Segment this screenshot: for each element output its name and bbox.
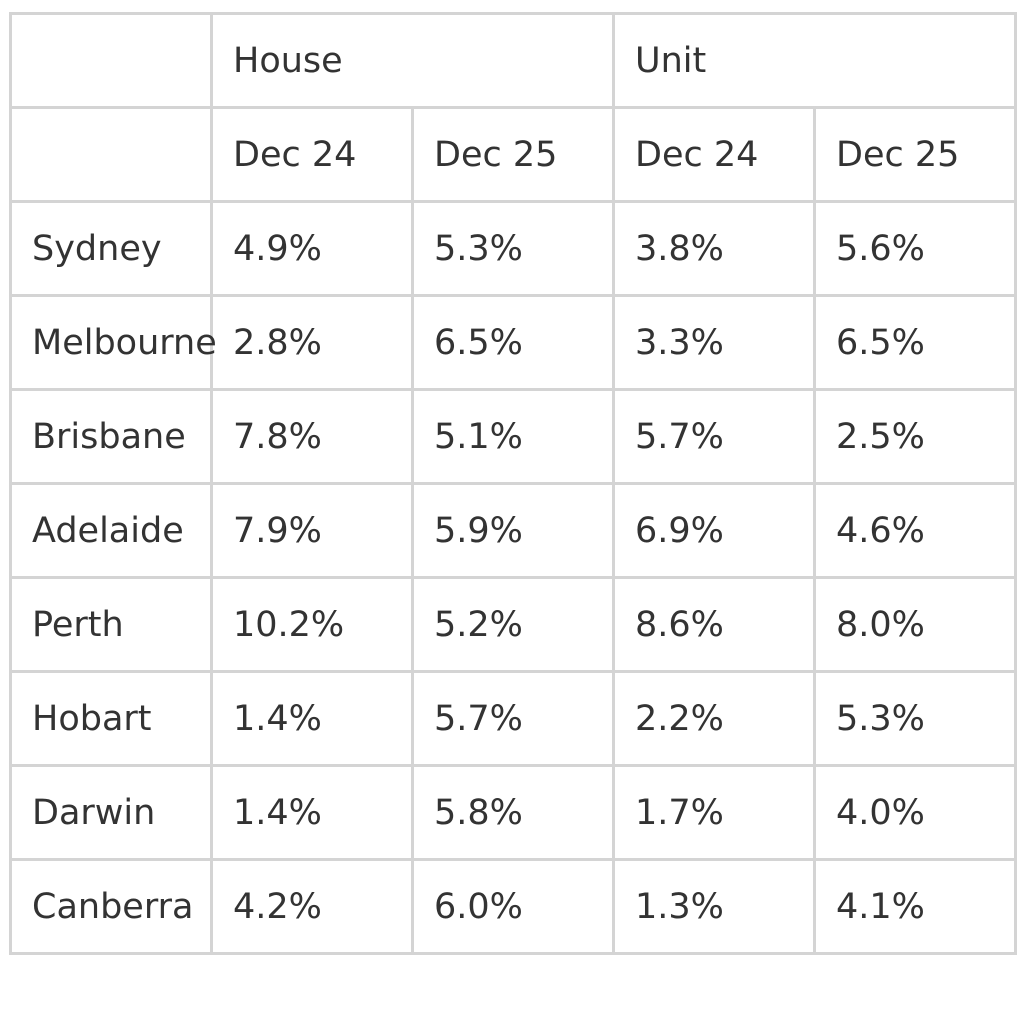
value-cell: 7.8% xyxy=(210,388,414,485)
city-cell: Sydney xyxy=(9,200,213,297)
period-header: Dec 25 xyxy=(813,106,1017,203)
value-cell: 5.9% xyxy=(411,482,615,579)
value-cell: 3.3% xyxy=(612,294,816,391)
value-cell: 1.3% xyxy=(612,858,816,955)
value-cell: 5.7% xyxy=(411,670,615,767)
value-cell: 5.2% xyxy=(411,576,615,673)
period-header: Dec 25 xyxy=(411,106,615,203)
city-cell: Canberra xyxy=(9,858,213,955)
value-cell: 4.2% xyxy=(210,858,414,955)
value-cell: 4.6% xyxy=(813,482,1017,579)
value-cell: 5.1% xyxy=(411,388,615,485)
table-row: Canberra 4.2% 6.0% 1.3% 4.1% xyxy=(9,858,1017,955)
value-cell: 1.4% xyxy=(210,764,414,861)
value-cell: 6.5% xyxy=(813,294,1017,391)
city-cell: Adelaide xyxy=(9,482,213,579)
value-cell: 8.0% xyxy=(813,576,1017,673)
value-cell: 2.8% xyxy=(210,294,414,391)
table-row: Dec 24 Dec 25 Dec 24 Dec 25 xyxy=(9,106,1017,203)
value-cell: 6.5% xyxy=(411,294,615,391)
group-header: House xyxy=(210,12,615,109)
value-cell: 6.9% xyxy=(612,482,816,579)
table-row: Adelaide 7.9% 5.9% 6.9% 4.6% xyxy=(9,482,1017,579)
value-cell: 1.7% xyxy=(612,764,816,861)
value-cell: 2.2% xyxy=(612,670,816,767)
value-cell: 7.9% xyxy=(210,482,414,579)
value-cell: 4.9% xyxy=(210,200,414,297)
city-cell: Darwin xyxy=(9,764,213,861)
table-body: House Unit Dec 24 Dec 25 Dec 24 Dec 25 Sydney 4… xyxy=(9,12,1017,955)
value-cell: 6.0% xyxy=(411,858,615,955)
period-header: Dec 24 xyxy=(210,106,414,203)
data-table: House Unit Dec 24 Dec 25 Dec 24 Dec 25 Sydney 4… xyxy=(9,12,1017,955)
value-cell: 3.8% xyxy=(612,200,816,297)
city-cell: Brisbane xyxy=(9,388,213,485)
corner-cell xyxy=(9,106,213,203)
table-row: Melbourne 2.8% 6.5% 3.3% 6.5% xyxy=(9,294,1017,391)
value-cell: 4.1% xyxy=(813,858,1017,955)
table-row: Perth 10.2% 5.2% 8.6% 8.0% xyxy=(9,576,1017,673)
value-cell: 1.4% xyxy=(210,670,414,767)
value-cell: 5.8% xyxy=(411,764,615,861)
table-row: House Unit xyxy=(9,12,1017,109)
value-cell: 4.0% xyxy=(813,764,1017,861)
table-row: Brisbane 7.8% 5.1% 5.7% 2.5% xyxy=(9,388,1017,485)
table-row: Darwin 1.4% 5.8% 1.7% 4.0% xyxy=(9,764,1017,861)
value-cell: 10.2% xyxy=(210,576,414,673)
city-cell: Hobart xyxy=(9,670,213,767)
value-cell: 8.6% xyxy=(612,576,816,673)
city-cell: Perth xyxy=(9,576,213,673)
value-cell: 5.7% xyxy=(612,388,816,485)
table-row: Sydney 4.9% 5.3% 3.8% 5.6% xyxy=(9,200,1017,297)
city-cell: Melbourne xyxy=(9,294,217,391)
table-row: Hobart 1.4% 5.7% 2.2% 5.3% xyxy=(9,670,1017,767)
group-header: Unit xyxy=(612,12,1017,109)
value-cell: 2.5% xyxy=(813,388,1017,485)
corner-cell xyxy=(9,12,213,109)
value-cell: 5.3% xyxy=(813,670,1017,767)
value-cell: 5.6% xyxy=(813,200,1017,297)
period-header: Dec 24 xyxy=(612,106,816,203)
value-cell: 5.3% xyxy=(411,200,615,297)
